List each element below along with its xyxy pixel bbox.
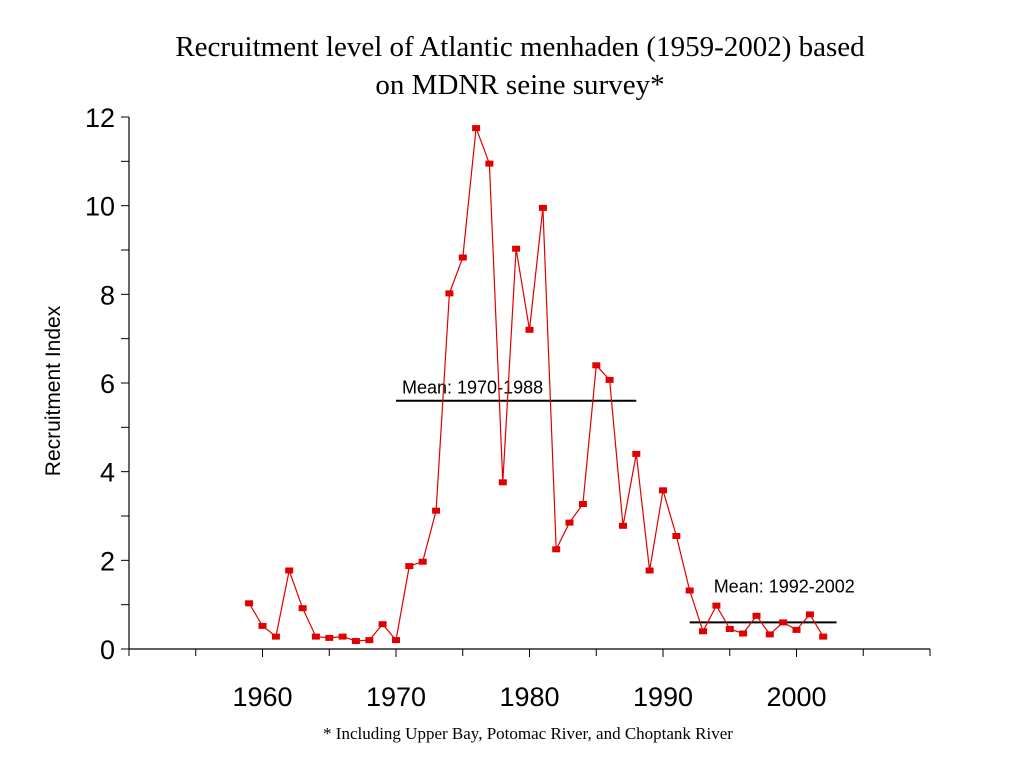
- x-tick-label: 1980: [499, 682, 559, 712]
- chart-axes: 0 2 4 6 8 10 12 1960 1970 1980 1990 2000: [85, 103, 931, 712]
- y-tick-label: 4: [100, 458, 115, 488]
- data-point: [365, 637, 374, 644]
- x-tick-label: 1960: [232, 682, 292, 712]
- data-point: [338, 633, 347, 640]
- data-point: [432, 507, 441, 514]
- data-point: [392, 637, 400, 644]
- data-point: [619, 522, 627, 529]
- data-point: [498, 479, 507, 486]
- data-point: [552, 546, 561, 553]
- data-point: [578, 501, 587, 507]
- footnote: * Including Upper Bay, Potomac River, an…: [323, 724, 733, 743]
- chart-title: Recruitment level of Atlantic menhaden (…: [0, 28, 1024, 104]
- data-point: [765, 631, 774, 638]
- data-point: [725, 626, 734, 632]
- mean-annotations: Mean: 1970-1988 Mean: 1992-2002: [396, 378, 855, 624]
- data-point: [405, 563, 414, 570]
- x-tick-label: 2000: [766, 682, 826, 712]
- data-point: [739, 630, 748, 637]
- data-point: [325, 634, 334, 641]
- data-point: [645, 567, 654, 574]
- data-point: [685, 587, 694, 594]
- mean-label: Mean: 1970-1988: [402, 378, 543, 398]
- x-tick-label: 1990: [633, 682, 693, 712]
- data-point: [351, 638, 360, 644]
- y-tick-label: 2: [100, 546, 115, 576]
- chart-title-line2: on MDNR seine survey*: [375, 69, 665, 101]
- y-tick-label: 8: [100, 280, 115, 310]
- y-tick-label: 0: [100, 635, 115, 665]
- data-point: [485, 160, 494, 167]
- data-point: [512, 245, 521, 252]
- y-tick-label: 10: [85, 192, 115, 222]
- mean-label: Mean: 1992-2002: [714, 576, 855, 596]
- data-point: [805, 611, 814, 618]
- data-point: [311, 633, 320, 640]
- data-point: [258, 622, 267, 629]
- data-point: [445, 290, 454, 297]
- data-point: [819, 633, 828, 640]
- data-point: [592, 362, 601, 369]
- data-point: [298, 605, 307, 612]
- data-point: [458, 254, 467, 261]
- data-point: [245, 600, 254, 607]
- data-point: [565, 519, 574, 526]
- data-point: [418, 558, 427, 565]
- data-point: [672, 533, 681, 539]
- y-tick-label: 6: [100, 369, 115, 399]
- data-point: [699, 628, 707, 635]
- data-point: [779, 619, 788, 626]
- data-point: [271, 633, 280, 640]
- y-tick-label: 12: [85, 103, 115, 133]
- data-point: [538, 204, 547, 211]
- data-point: [605, 376, 614, 383]
- data-point: [792, 626, 801, 633]
- data-point: [752, 612, 761, 619]
- y-axis-label: Recruitment Index: [42, 305, 65, 476]
- data-point: [472, 125, 481, 132]
- data-point: [525, 326, 534, 333]
- data-point: [285, 567, 294, 574]
- x-tick-label: 1970: [366, 682, 426, 712]
- data-point: [712, 602, 721, 609]
- data-point: [632, 450, 641, 457]
- data-point: [659, 487, 667, 494]
- chart-title-line1: Recruitment level of Atlantic menhaden (…: [175, 31, 865, 63]
- data-point: [378, 621, 387, 628]
- series-layer: [245, 125, 828, 644]
